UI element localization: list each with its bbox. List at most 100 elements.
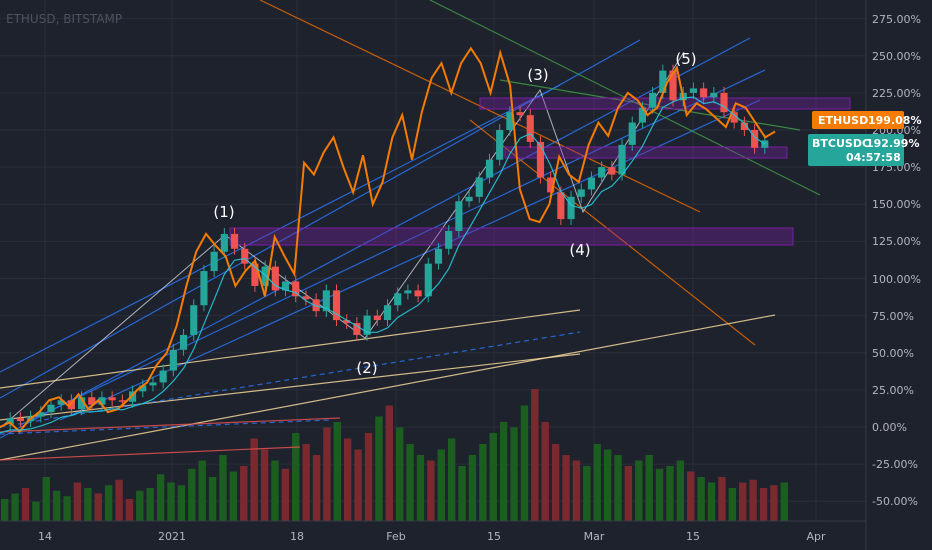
volume-bar [11, 493, 19, 521]
wave-labels: (1) (2) (3) (4) (5) [213, 50, 696, 377]
candle-body [128, 391, 137, 402]
volume-bar [115, 479, 123, 521]
candle-body [88, 397, 96, 405]
candle-body [730, 112, 738, 123]
candle-body [251, 263, 259, 286]
volume-bar [312, 455, 321, 521]
volume-bar [385, 405, 393, 521]
y-tick-label: 25.00% [872, 384, 914, 397]
candle-body [332, 290, 341, 321]
volume-bar [208, 477, 217, 521]
volume-bar [562, 455, 570, 521]
volume-bar [583, 466, 591, 521]
volume-bar [198, 460, 206, 521]
volume-bar [520, 405, 529, 521]
trend-line [0, 309, 581, 389]
ethusd-badge [812, 111, 904, 129]
volume-bar [344, 438, 352, 521]
volume-bar [759, 488, 768, 521]
candle-body [557, 192, 565, 220]
volume-bar [21, 488, 30, 521]
volume-bar [645, 455, 653, 521]
candle-body [98, 397, 106, 405]
volume-bar [770, 485, 778, 521]
candle-body [689, 88, 697, 93]
volume-bar [707, 482, 716, 521]
candle-body [47, 404, 55, 413]
candle-body [659, 70, 667, 93]
candle-body [6, 418, 14, 425]
volume-bar [718, 477, 726, 521]
volume-bar [323, 427, 331, 521]
ethusd-badge-value: 199.08% [868, 114, 921, 127]
candle-body [516, 112, 524, 116]
x-tick-label: 14 [38, 530, 52, 543]
x-tick-label: 15 [686, 530, 700, 543]
x-tick-label: 15 [487, 530, 501, 543]
volume-bar [271, 460, 279, 521]
candle-body [261, 266, 269, 286]
candle-body [638, 107, 647, 123]
trend-line [0, 417, 341, 433]
countdown-timer: 04:57:58 [846, 151, 901, 164]
x-tick-label: Mar [584, 530, 605, 543]
volume-bar [281, 468, 290, 521]
candle-body [740, 122, 748, 130]
wave-label-2: (2) [356, 359, 377, 377]
volume-bar [73, 482, 82, 521]
volume-bar [614, 455, 622, 521]
candle-body [230, 233, 239, 249]
volume-bar [739, 482, 747, 521]
volume-bar [136, 490, 144, 521]
y-tick-label: 275.00% [872, 13, 921, 26]
volume-bar [260, 449, 269, 521]
candle-body [363, 315, 371, 335]
btcusdc-badge-name: BTCUSDC [812, 137, 870, 150]
candle-body [567, 196, 575, 220]
candle-body [57, 400, 65, 405]
volume-bar [219, 455, 227, 521]
candle-body [608, 167, 616, 175]
trend-line [0, 446, 301, 461]
candle-body [312, 299, 320, 312]
volume-bar [146, 488, 154, 521]
candle-body [434, 248, 443, 264]
wave-label-1: (1) [213, 203, 234, 221]
candle-body [526, 115, 534, 142]
volume-bar [541, 422, 549, 521]
candle-body [373, 315, 381, 321]
dashed-midline [0, 419, 331, 435]
series-lines [0, 46, 776, 434]
volume-bar [94, 493, 102, 521]
trend-line [0, 353, 581, 421]
candle-body [210, 251, 218, 272]
candle-body [710, 92, 718, 98]
volume-bars [1, 389, 788, 521]
volume-bar [240, 466, 248, 521]
volume-bar [333, 422, 342, 521]
volume-bar [728, 488, 737, 521]
ethusd-line [0, 46, 776, 433]
volume-bar [42, 477, 50, 521]
volume-bar [687, 471, 695, 521]
candle-body [292, 281, 300, 297]
x-tick-label: Feb [386, 530, 405, 543]
candle-body [669, 70, 677, 101]
volume-bar [32, 501, 40, 521]
volume-bar [780, 482, 788, 521]
candle-body [302, 296, 310, 300]
supply-demand-zones [229, 97, 851, 246]
volume-bar [447, 438, 456, 521]
volume-bar [416, 455, 425, 521]
candle-body [322, 290, 330, 312]
volume-bar [396, 427, 404, 521]
candle-body [618, 144, 626, 175]
candle-body [536, 141, 545, 178]
btcusdc-badge [808, 134, 904, 166]
x-tick-label: Apr [806, 530, 826, 543]
volume-bar [635, 460, 643, 521]
volume-bar [749, 479, 757, 521]
volume-bar [510, 427, 518, 521]
